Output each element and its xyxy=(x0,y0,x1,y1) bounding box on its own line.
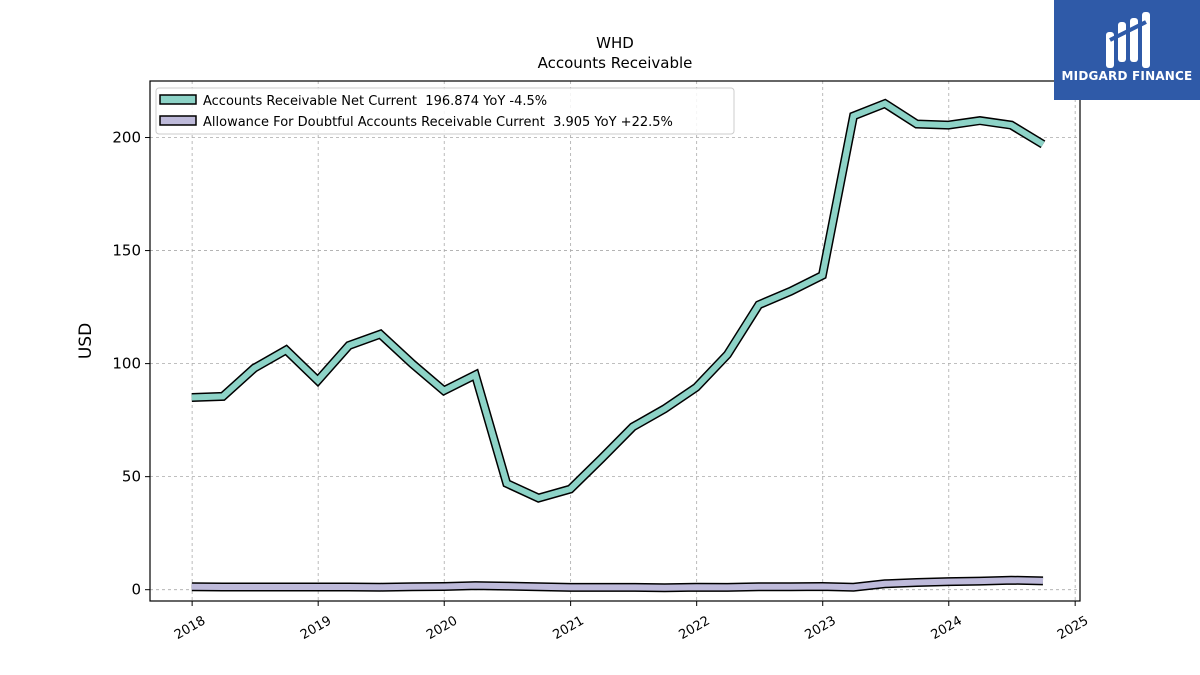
y-axis-label: USD xyxy=(76,323,96,359)
x-tick-label: 2023 xyxy=(803,613,839,643)
legend: Accounts Receivable Net Current 196.874 … xyxy=(155,87,735,135)
x-tick-label: 2022 xyxy=(677,613,713,643)
legend-swatch-net-current xyxy=(159,94,197,105)
x-axis: 2018 2019 2020 2021 2022 2023 2024 2025 xyxy=(172,601,1091,643)
legend-label-net-current: Accounts Receivable Net Current 196.874 … xyxy=(203,94,547,109)
x-tick-label: 2018 xyxy=(172,613,208,643)
grid xyxy=(150,81,1080,601)
plot-frame xyxy=(149,80,1081,602)
brand-logo: MIDGARD FINANCE xyxy=(1054,0,1200,100)
x-tick-label: 2025 xyxy=(1055,613,1091,643)
series-accounts-receivable-net-current xyxy=(191,98,1046,503)
x-tick-label: 2020 xyxy=(424,613,460,643)
legend-label-allowance: Allowance For Doubtful Accounts Receivab… xyxy=(203,115,673,130)
series-allowance-for-doubtful-accounts-receivable-current xyxy=(191,575,1044,593)
y-axis: 0 50 100 150 200 xyxy=(112,129,150,599)
y-tick-label: 100 xyxy=(112,355,141,373)
y-tick-label: 50 xyxy=(122,468,141,486)
legend-swatch-allowance xyxy=(159,115,197,126)
x-tick-label: 2019 xyxy=(298,613,334,643)
y-tick-label: 200 xyxy=(112,129,141,147)
chart-title: WHD xyxy=(596,34,634,52)
legend-box xyxy=(155,87,735,135)
brand-name: MIDGARD FINANCE xyxy=(1061,69,1193,83)
y-tick-label: 0 xyxy=(131,581,141,599)
chart-subtitle: Accounts Receivable xyxy=(538,54,693,72)
series-line xyxy=(191,577,1044,591)
series-layer xyxy=(191,98,1046,593)
logo-mark-icon xyxy=(1106,12,1150,68)
y-tick-label: 150 xyxy=(112,242,141,260)
series-line xyxy=(191,100,1045,502)
x-tick-label: 2021 xyxy=(550,613,586,643)
x-tick-label: 2024 xyxy=(929,613,965,643)
